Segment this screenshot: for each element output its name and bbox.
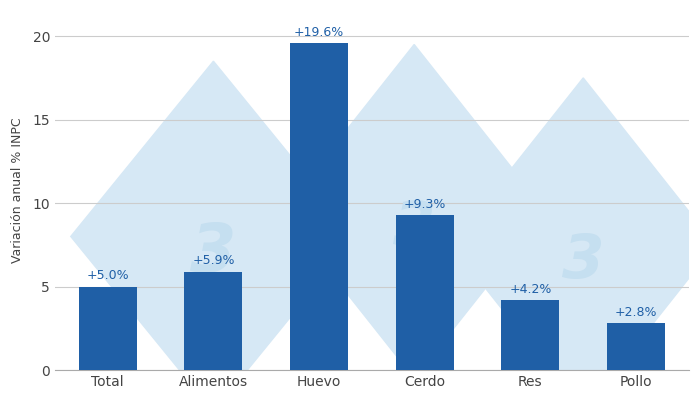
Bar (78, 286, 136, 370)
Polygon shape (282, 44, 546, 378)
Polygon shape (71, 61, 356, 400)
Text: 3: 3 (393, 199, 435, 258)
Bar (395, 215, 454, 370)
Text: +4.2%: +4.2% (509, 283, 552, 296)
Bar (184, 272, 242, 370)
Text: +5.0%: +5.0% (86, 269, 129, 282)
Text: 3: 3 (190, 220, 237, 286)
Y-axis label: Variación anual % INPC: Variación anual % INPC (11, 118, 24, 263)
Bar (607, 323, 665, 370)
Text: +9.3%: +9.3% (404, 198, 446, 211)
Text: +19.6%: +19.6% (294, 26, 344, 39)
Text: 3: 3 (562, 232, 605, 291)
Polygon shape (452, 78, 700, 400)
Text: +5.9%: +5.9% (193, 254, 235, 267)
Bar (501, 300, 559, 370)
Text: +2.8%: +2.8% (615, 306, 657, 319)
Bar (290, 43, 348, 370)
